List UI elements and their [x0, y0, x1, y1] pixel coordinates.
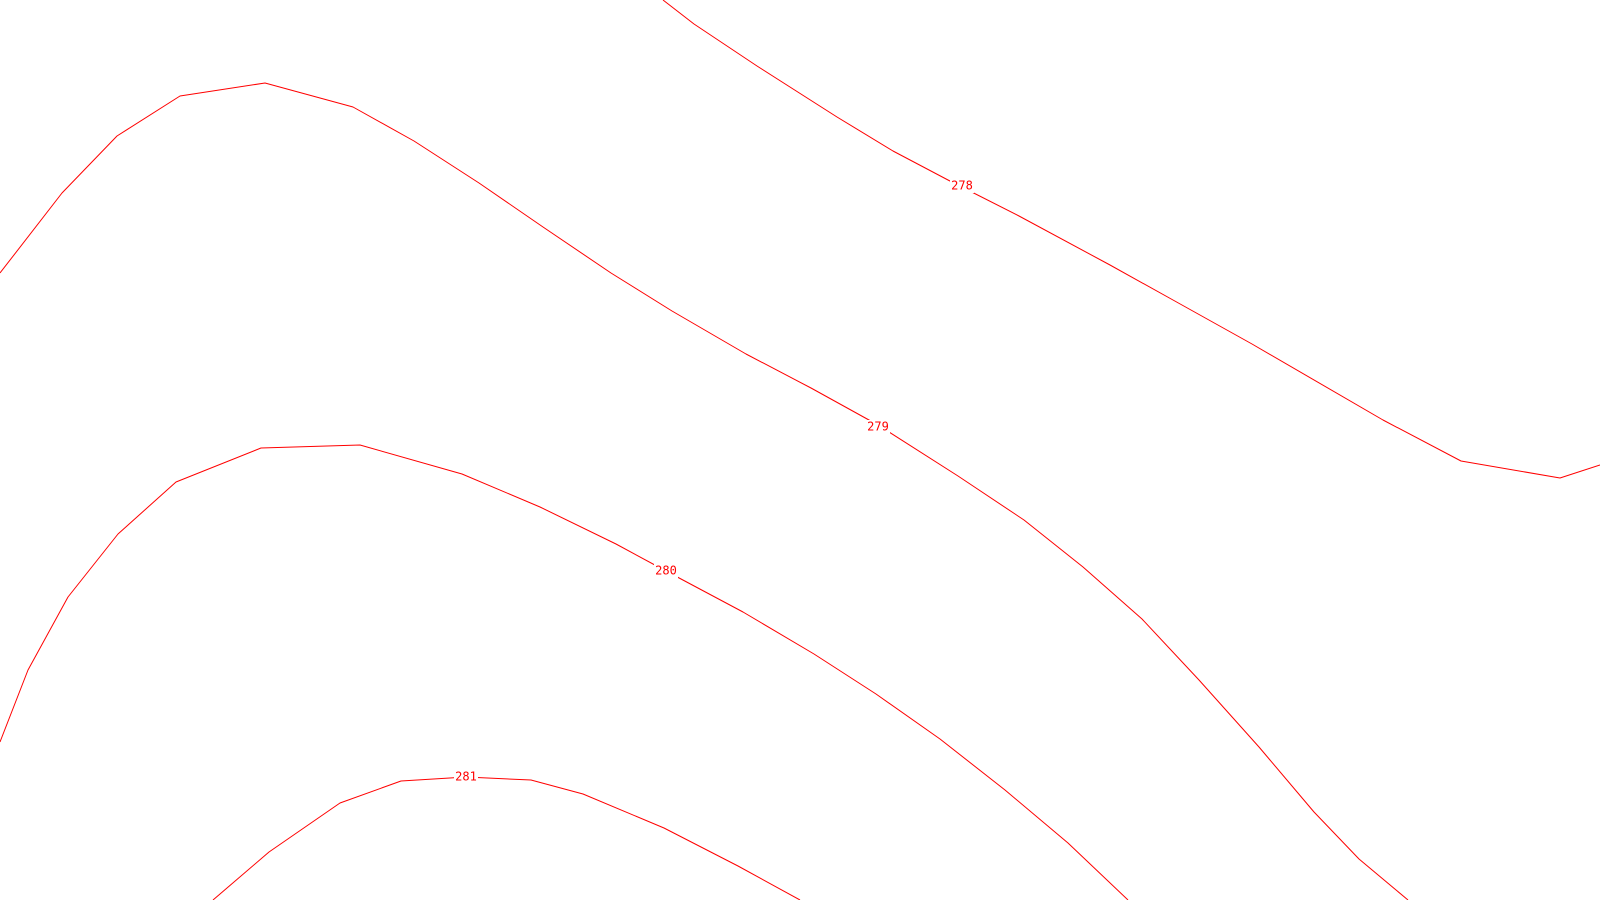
- contour-label-279: 279: [867, 420, 889, 434]
- contour-label-280: 280: [655, 564, 677, 578]
- contour-line-278: [662, 0, 1600, 479]
- contour-label-background: [454, 770, 478, 784]
- contour-label-background: [950, 179, 974, 193]
- contour-line-279: [0, 82, 1409, 900]
- contour-label-layer: 278 279 280 281: [454, 179, 974, 784]
- contour-line-281: [212, 776, 801, 900]
- contour-label-281: 281: [455, 770, 477, 784]
- contour-label-background: [654, 564, 678, 578]
- contour-label-background: [866, 420, 890, 434]
- contour-line-280: [0, 444, 1129, 900]
- contour-label-278: 278: [951, 179, 973, 193]
